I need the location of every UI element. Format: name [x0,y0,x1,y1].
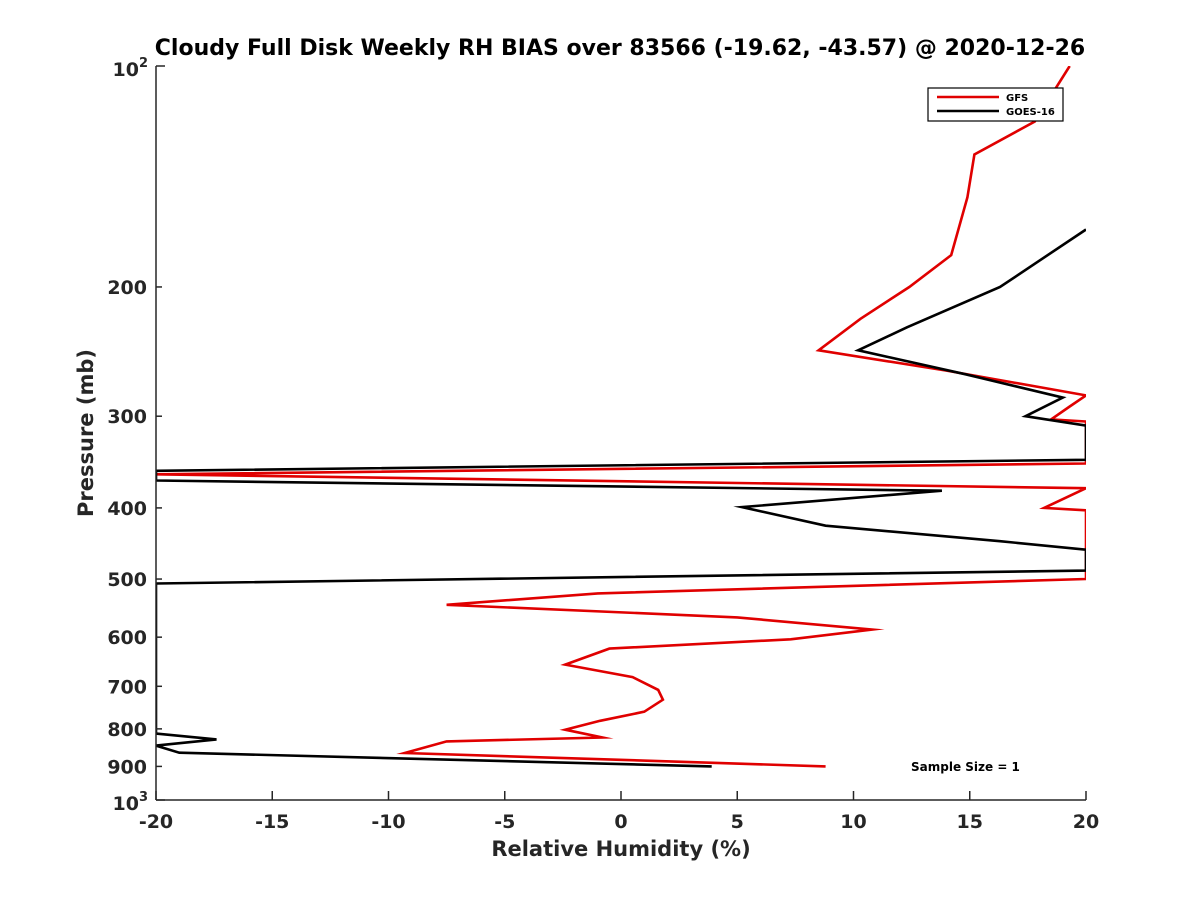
legend-box [927,87,1064,122]
x-tick-label: 10 [840,811,866,833]
x-tick-label: -10 [371,811,405,833]
y-tick-label: 800 [107,719,147,741]
x-tick-label: 20 [1073,811,1099,833]
x-tick-label: -15 [255,811,289,833]
series-layer [156,66,1086,768]
plot-area-frame [156,66,1086,800]
y-tick-label: 900 [107,756,147,778]
series-line-goes16 [156,228,1086,768]
series-line-gfs [156,66,1086,768]
y-tick-top-base: 10 [113,59,139,81]
x-axis-ticks: -20 -15 -10 -5 0 5 10 15 20 [139,791,1099,833]
y-tick-label: 300 [107,406,147,428]
y-tick-label: 500 [107,569,147,591]
legend-label-gfs: GFS [1006,93,1028,104]
x-tick-label: 5 [731,811,744,833]
y-tick-bottom-base: 10 [113,793,139,815]
x-axis-title: Relative Humidity (%) [491,837,750,861]
y-axis-ticks: 200 300 400 500 600 700 800 900 [107,65,165,801]
x-tick-label: 15 [957,811,983,833]
y-tick-label: 700 [107,676,147,698]
legend-label-goes16: GOES-16 [1006,107,1055,118]
y-tick-label: 400 [107,498,147,520]
y-tick-label-bottom: 103 [113,790,149,815]
x-tick-label: -20 [139,811,173,833]
y-tick-label: 200 [107,277,147,299]
legend: GFS GOES-16 [927,87,1064,122]
y-tick-label-top: 102 [113,56,149,81]
sample-size-annotation: Sample Size = 1 [911,760,1020,774]
y-tick-label: 600 [107,627,147,649]
x-tick-label: 0 [614,811,627,833]
chart-title: Cloudy Full Disk Weekly RH BIAS over 835… [155,36,1085,61]
x-tick-label: -5 [494,811,515,833]
y-tick-bottom-exp: 3 [139,790,148,805]
y-axis-title: Pressure (mb) [74,349,98,517]
y-tick-top-exp: 2 [139,56,148,71]
